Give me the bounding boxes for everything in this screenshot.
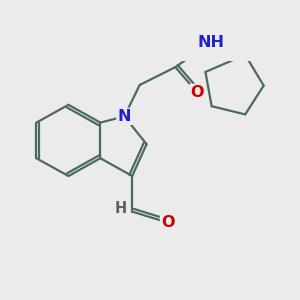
Text: NH: NH <box>197 35 224 50</box>
Text: N: N <box>118 109 131 124</box>
Text: O: O <box>190 85 204 100</box>
Text: O: O <box>161 215 175 230</box>
Text: H: H <box>115 201 128 216</box>
